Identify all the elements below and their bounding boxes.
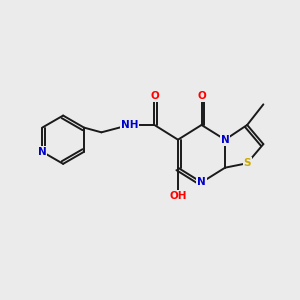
Text: N: N [221,135,230,145]
Text: OH: OH [169,190,187,201]
Text: O: O [197,92,206,101]
Text: S: S [243,158,251,168]
Text: N: N [197,177,206,188]
Text: N: N [38,147,46,157]
Text: O: O [150,92,159,101]
Text: NH: NH [121,120,138,130]
